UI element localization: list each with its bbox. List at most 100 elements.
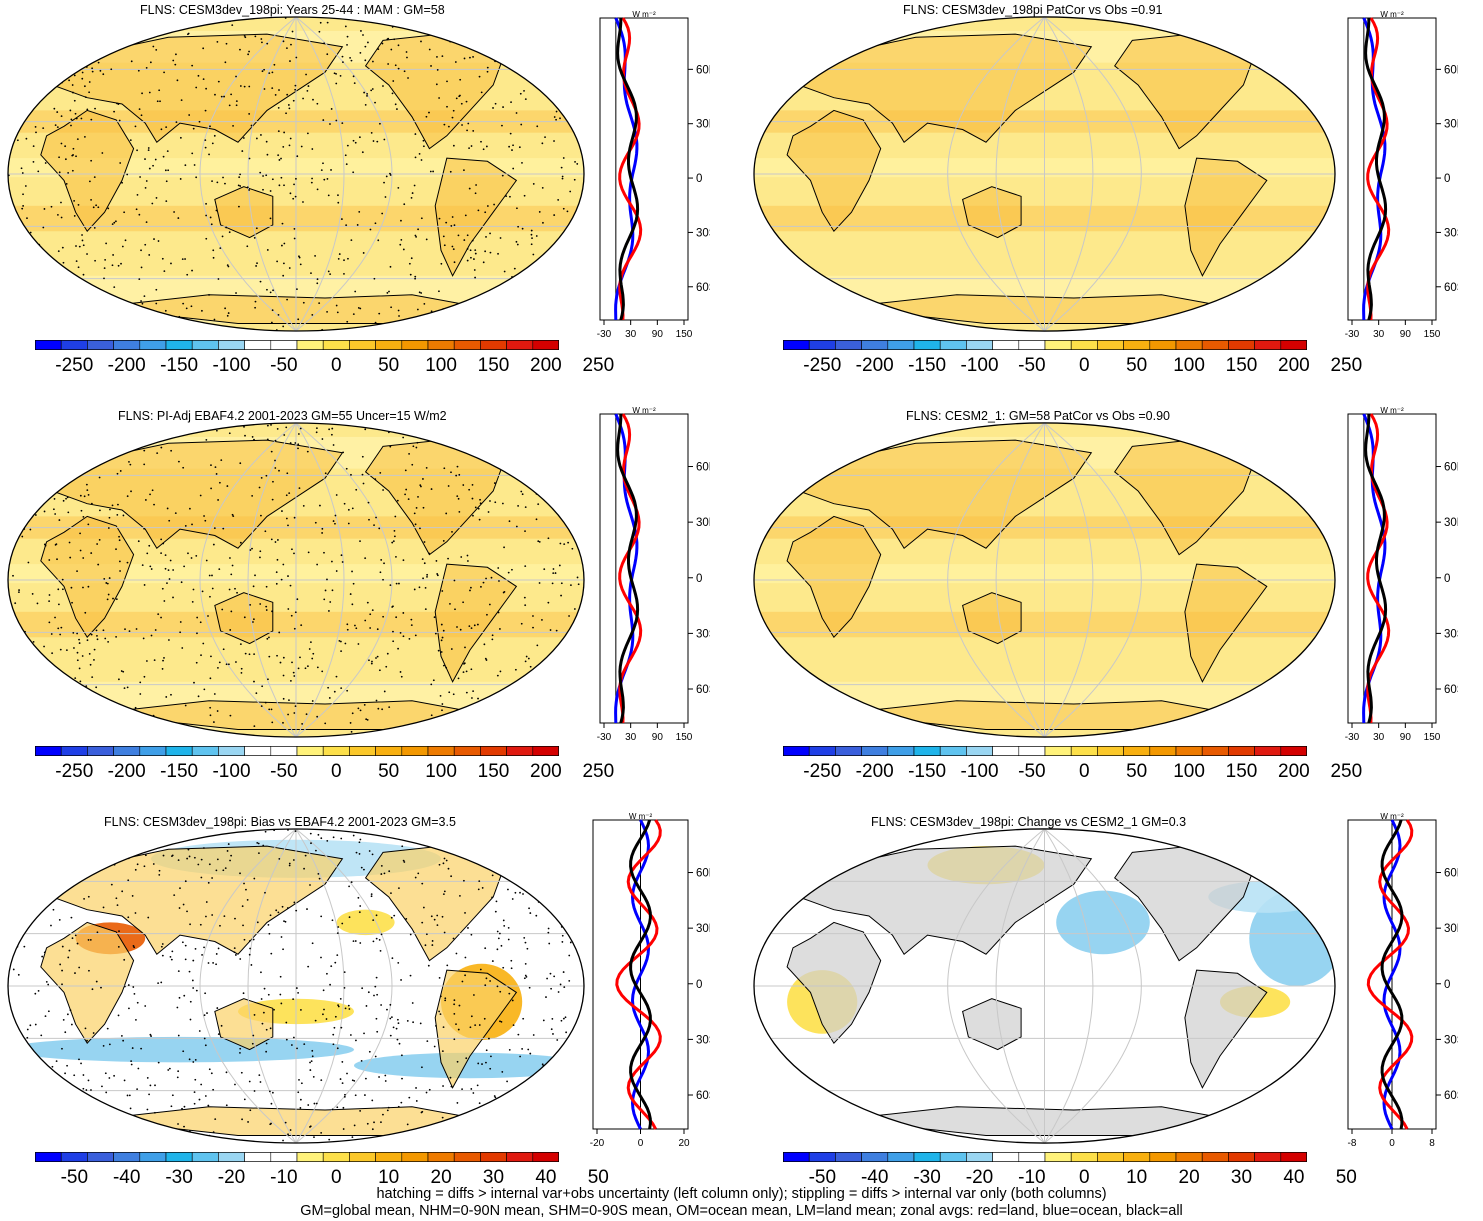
footer-line-1: hatching = diffs > internal var+obs unce… [376, 1186, 1107, 1202]
colorbar-tick-label: -250 [803, 761, 842, 782]
map-frame [7, 422, 585, 738]
colorbar-tick-label: 50 [378, 761, 400, 782]
colorbar-swatch [427, 340, 455, 350]
lat-tick-label: 60N [696, 64, 710, 76]
colorbar-swatch [375, 340, 403, 350]
units-label: W m⁻² [632, 406, 656, 415]
colorbar-tick-label: -100 [960, 355, 999, 376]
colorbar-labels: -250 -200 -150 -100 -50 0 50 100 150 200 250 [35, 761, 614, 785]
lat-tick-label: 30N [696, 517, 710, 529]
colorbar [783, 746, 1307, 756]
colorbar-tick-label: -50 [1018, 355, 1046, 376]
continent-outline [214, 998, 274, 1051]
lat-tick-label: 30N [1444, 517, 1458, 529]
colorbar-swatch [783, 340, 810, 350]
colorbar-swatch [87, 746, 114, 756]
panel-title: FLNS: CESM3dev_198pi: Bias vs EBAF4.2 20… [104, 815, 456, 829]
colorbar-tick-label: -40 [860, 1167, 889, 1188]
colorbar-swatch [1175, 340, 1203, 350]
colorbar-swatch [270, 340, 298, 350]
x-tick-label: -30 [1345, 732, 1360, 743]
colorbar-labels: -50 -40 -30 -20 -10 0 10 20 30 40 50 [35, 1167, 609, 1191]
lat-tick-label: 0 [696, 573, 702, 585]
colorbar-tick-label: -100 [212, 761, 251, 782]
colorbar-tick-label: -150 [908, 355, 947, 376]
colorbar-swatch [1280, 1152, 1307, 1162]
x-tick-label: 90 [652, 732, 664, 743]
lat-tick-label: 60S [696, 282, 710, 294]
map-cesm3dev-patcor [753, 16, 1336, 332]
colorbar-swatch [835, 746, 862, 756]
colorbar-swatch [218, 746, 245, 756]
lat-tick-label: 60S [1444, 282, 1458, 294]
colorbar-tick-label: 30 [1230, 1167, 1253, 1188]
colorbar-swatch [60, 1152, 88, 1162]
zonal-mean-plot: W m⁻² 60N 30N 0 30S 60S -30 30 90 150 [597, 10, 710, 340]
zonal-mean-plot: W m⁻² 60N 30N 0 30S 60S -30 30 90 150 [597, 406, 710, 743]
colorbar-swatch [1228, 340, 1255, 350]
colorbar-tick-label: -50 [808, 1167, 837, 1188]
colorbar-tick-label: -50 [270, 355, 298, 376]
colorbar-swatch [453, 340, 481, 350]
colorbar-swatch [244, 746, 272, 756]
colorbar-swatch [1097, 340, 1124, 350]
units-label: W m⁻² [1380, 406, 1404, 415]
colorbar-tick-label: -200 [855, 761, 894, 782]
land-zonal-line [618, 413, 643, 724]
panel-title: FLNS: CESM3dev_198pi: Change vs CESM2_1 … [871, 815, 1187, 829]
colorbar-swatch [349, 1152, 376, 1162]
lat-tick-label: 30N [1444, 923, 1458, 935]
x-tick-label: 20 [678, 1138, 690, 1149]
colorbar-swatch [191, 1152, 219, 1162]
x-tick-label: 30 [625, 732, 637, 743]
colorbar-tick-label: 10 [1126, 1167, 1148, 1188]
colorbar-tick-label: -250 [803, 355, 842, 376]
lat-tick-label: 30N [1444, 119, 1458, 131]
colorbar-swatch [296, 746, 324, 756]
colorbar-swatch [1149, 746, 1177, 756]
colorbar-swatch [835, 1152, 862, 1162]
colorbar-tick-label: -10 [270, 1167, 298, 1188]
all-zonal-line [1364, 18, 1388, 321]
continent-outline [786, 921, 882, 1045]
x-tick-label: -30 [597, 732, 612, 743]
colorbar-tick-label: 50 [1126, 761, 1148, 782]
units-label: W m⁻² [1380, 812, 1404, 821]
footer-line-2: GM=global mean, NHM=0-90N mean, SHM=0-90… [300, 1203, 1183, 1219]
x-tick-label: 30 [1373, 732, 1385, 743]
colorbar-swatch [808, 1152, 836, 1162]
colorbar-swatch [60, 746, 88, 756]
lat-tick-label: 60N [1444, 462, 1458, 474]
colorbar-tick-label: 20 [1178, 1167, 1200, 1188]
colorbar-tick-label: -250 [55, 761, 94, 782]
colorbar [783, 1152, 1307, 1162]
colorbar [35, 340, 559, 350]
colorbar-swatch [322, 340, 350, 350]
colorbar-swatch [992, 746, 1020, 756]
colorbar-swatch [244, 340, 272, 350]
x-tick-label: -8 [1348, 1138, 1357, 1149]
continent-outline [786, 109, 882, 233]
colorbar-swatch [139, 340, 167, 350]
colorbar-swatch [1097, 1152, 1124, 1162]
colorbar-swatch [1201, 340, 1229, 350]
map-frame [7, 16, 585, 332]
x-tick-label: 0 [638, 1138, 644, 1149]
colorbar-swatch [861, 1152, 889, 1162]
colorbar-tick-label: 200 [1278, 761, 1310, 782]
colorbar-swatch [1123, 340, 1151, 350]
colorbar-swatch [113, 746, 141, 756]
colorbar-tick-label: 100 [425, 355, 457, 376]
lat-tick-label: 60S [696, 1090, 710, 1102]
colorbar-tick-label: -10 [1018, 1167, 1046, 1188]
map-bias-vs-ebaf [7, 828, 585, 1144]
land-zonal-line [1366, 17, 1391, 321]
colorbar-swatch [1097, 746, 1124, 756]
colorbar-swatch [939, 1152, 967, 1162]
colorbar-tick-label: 250 [1330, 355, 1363, 376]
colorbar-tick-label: 150 [1225, 355, 1258, 376]
map-frame [753, 422, 1336, 738]
lat-tick-label: 0 [696, 173, 702, 185]
colorbar-swatch [401, 1152, 429, 1162]
colorbar-swatch [296, 1152, 324, 1162]
